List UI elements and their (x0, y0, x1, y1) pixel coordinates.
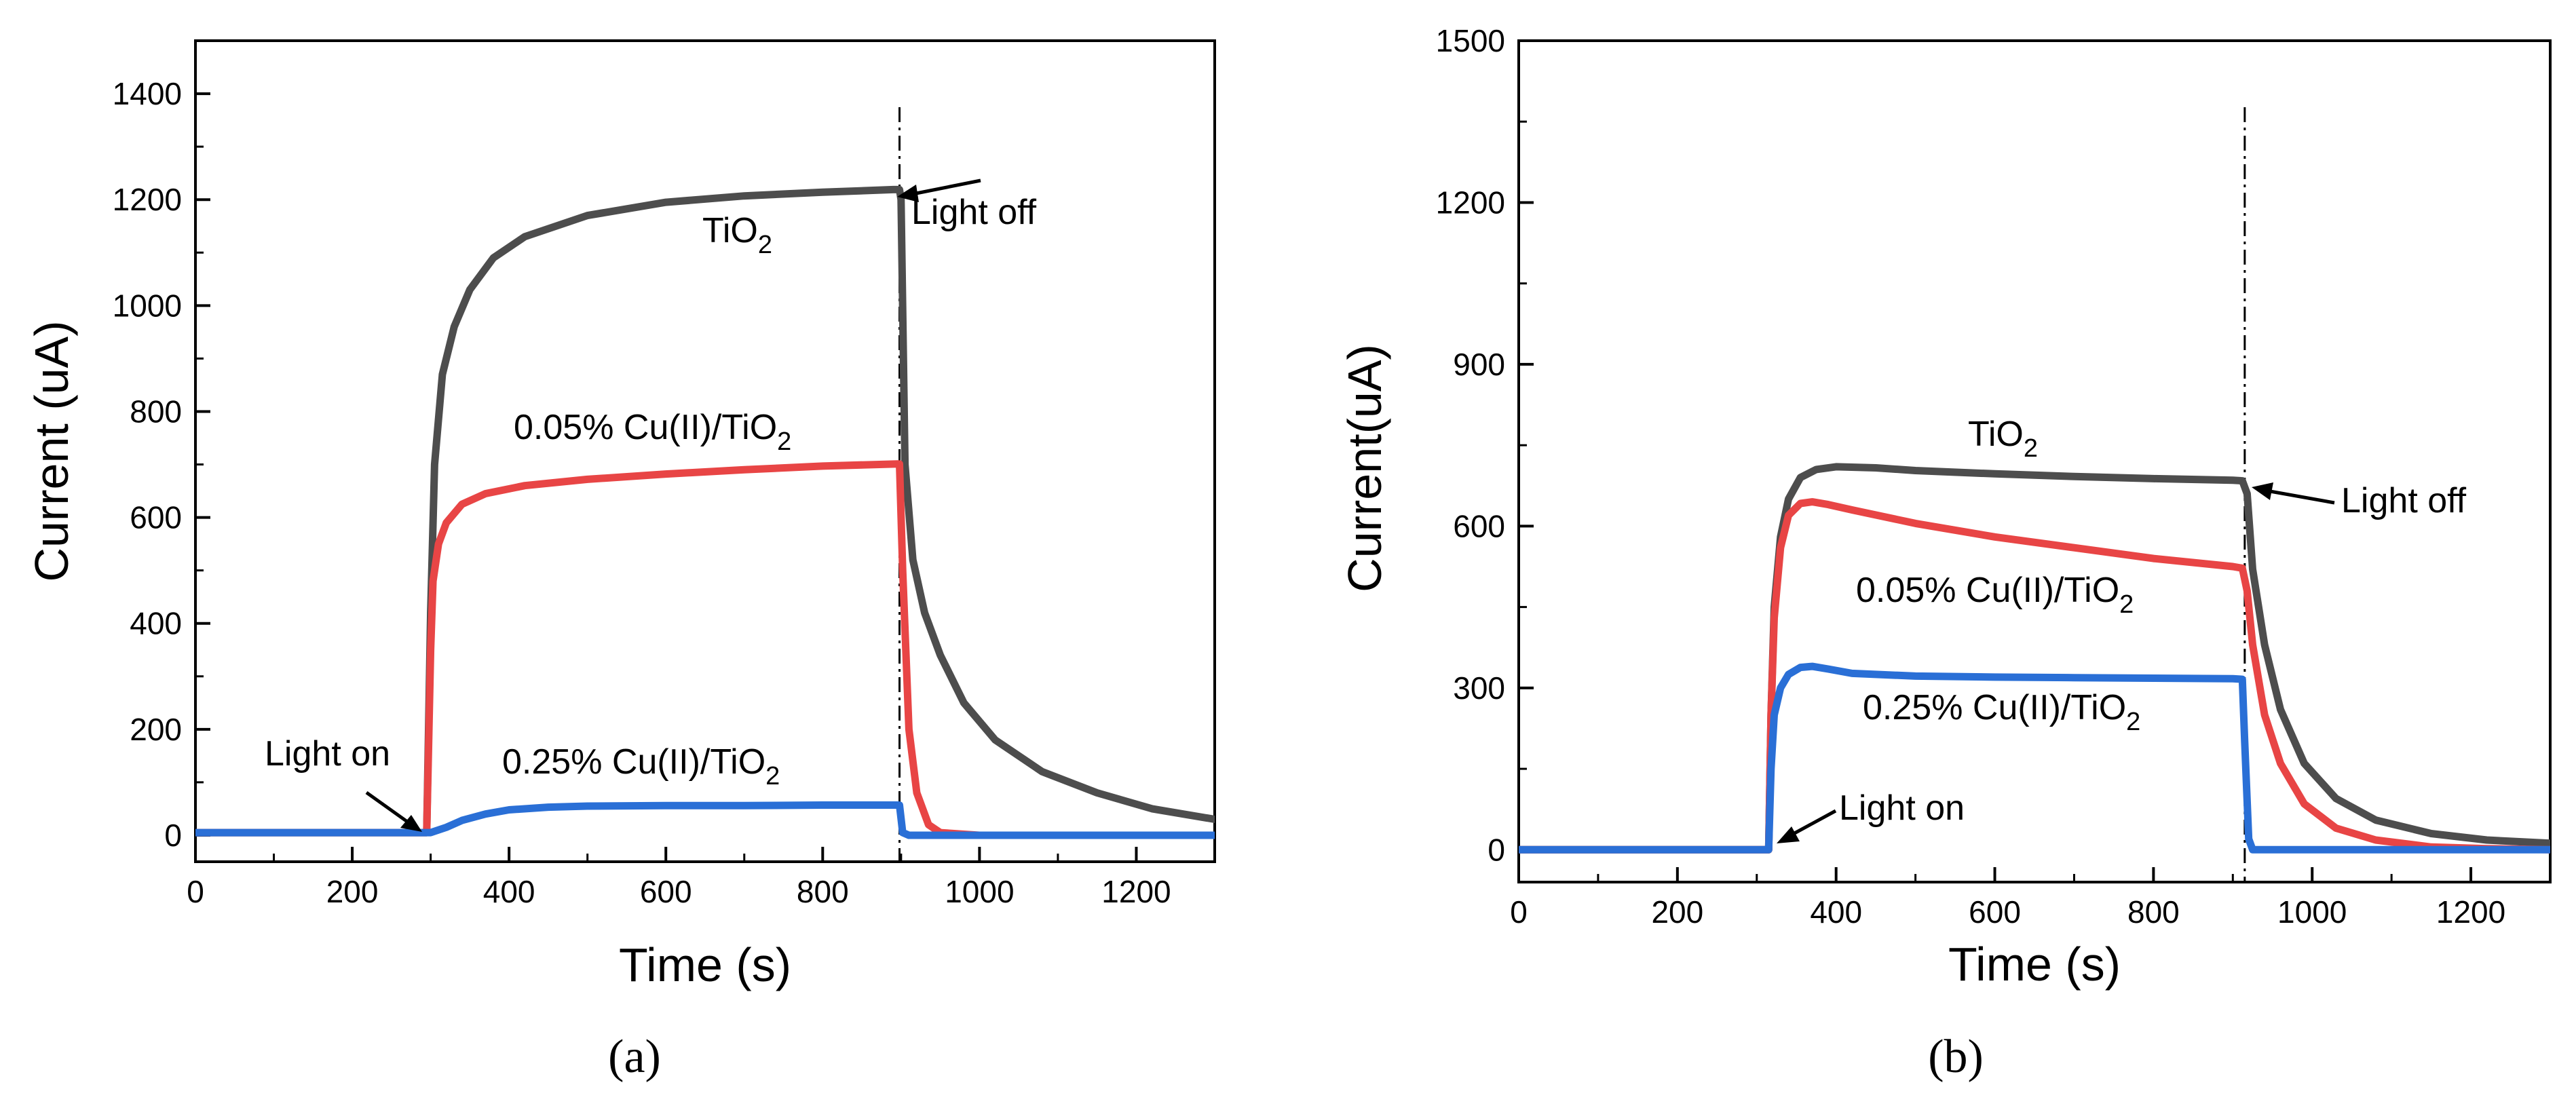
y-tick-label: 1400 (113, 76, 182, 111)
series-line-0-25-cu-ii-tio2 (195, 801, 1215, 839)
label-light-off: Light off (911, 193, 1037, 232)
y-tick-label: 1200 (113, 182, 182, 217)
y-tick-label: 400 (130, 606, 182, 641)
series-line-0-05-cu-ii-tio2 (195, 460, 1215, 839)
series-line-0-25-cu-ii-tio2 (1519, 662, 2550, 854)
y-tick-label: 800 (130, 394, 182, 429)
label-cu005: 0.05% Cu(II)/TiO2 (514, 408, 791, 456)
y-axis-title: Current(uA) (1338, 344, 1391, 592)
x-tick-label: 200 (1651, 894, 1703, 930)
x-tick-label: 600 (640, 874, 692, 909)
x-tick-label: 800 (797, 874, 849, 909)
panel-label: (b) (1928, 1031, 1984, 1083)
y-tick-label: 0 (1488, 832, 1505, 867)
series-group (1519, 463, 2550, 854)
y-tick-label: 1000 (113, 288, 182, 323)
x-axis-title: Time (s) (1948, 938, 2121, 991)
x-tick-label: 400 (483, 874, 535, 909)
label-light-on: Light on (1839, 788, 1965, 828)
y-tick-label: 0 (164, 818, 182, 853)
arrow-light-off (897, 178, 981, 202)
arrow-light-off (2252, 482, 2335, 505)
label-cu025: 0.25% Cu(II)/TiO2 (502, 742, 780, 790)
x-tick-label: 0 (1510, 894, 1528, 930)
series-line-tio2 (195, 185, 1215, 837)
series-group (195, 185, 1215, 839)
y-tick-label: 300 (1453, 670, 1505, 706)
y-tick-label: 900 (1453, 347, 1505, 382)
panel-label: (a) (608, 1031, 661, 1083)
panel-b: 0 200 400 600 800 1000 1200 0 300 600 900 1200 1500… (1338, 23, 2552, 1083)
y-tick-label: 600 (1453, 508, 1505, 544)
x-axis-title: Time (s) (619, 938, 791, 991)
x-tick-label: 1000 (2277, 894, 2347, 930)
label-tio2: TiO2 (1968, 415, 2038, 463)
label-cu025: 0.25% Cu(II)/TiO2 (1863, 688, 2140, 736)
y-tick-label: 200 (130, 712, 182, 747)
series-line-0-05-cu-ii-tio2 (1519, 498, 2550, 854)
arrow-light-on (365, 790, 422, 832)
label-light-on: Light on (265, 734, 390, 774)
plot-frame (1517, 39, 2552, 883)
y-tick-label: 600 (130, 500, 182, 535)
x-tick-label: 1000 (945, 874, 1014, 909)
plot-frame (194, 39, 1216, 863)
panel-a: 0 200 400 600 800 1000 1200 0 200 400 600 800 1000 1… (25, 39, 1216, 1083)
y-axis-title: Current (uA) (25, 320, 78, 581)
y-tick-label: 1200 (1436, 185, 1505, 220)
x-tick-label: 1200 (1101, 874, 1171, 909)
label-cu005: 0.05% Cu(II)/TiO2 (1856, 571, 2134, 619)
y-axis: 0 300 600 900 1200 1500 (1436, 23, 1534, 867)
x-tick-label: 400 (1810, 894, 1862, 930)
label-light-off: Light off (2341, 481, 2467, 520)
x-tick-label: 600 (1969, 894, 2021, 930)
x-axis: 0 200 400 600 800 1000 1200 (187, 847, 1171, 909)
y-axis: 0 200 400 600 800 1000 1200 1400 (113, 76, 210, 853)
x-tick-label: 1200 (2436, 894, 2505, 930)
series-line-tio2 (1519, 463, 2550, 854)
label-tio2: TiO2 (702, 211, 772, 259)
x-tick-label: 0 (187, 874, 204, 909)
x-tick-label: 800 (2127, 894, 2180, 930)
y-tick-label: 1500 (1436, 23, 1505, 58)
x-tick-label: 200 (326, 874, 379, 909)
arrow-light-on (1777, 809, 1837, 843)
x-axis: 0 200 400 600 800 1000 1200 (1510, 867, 2505, 930)
